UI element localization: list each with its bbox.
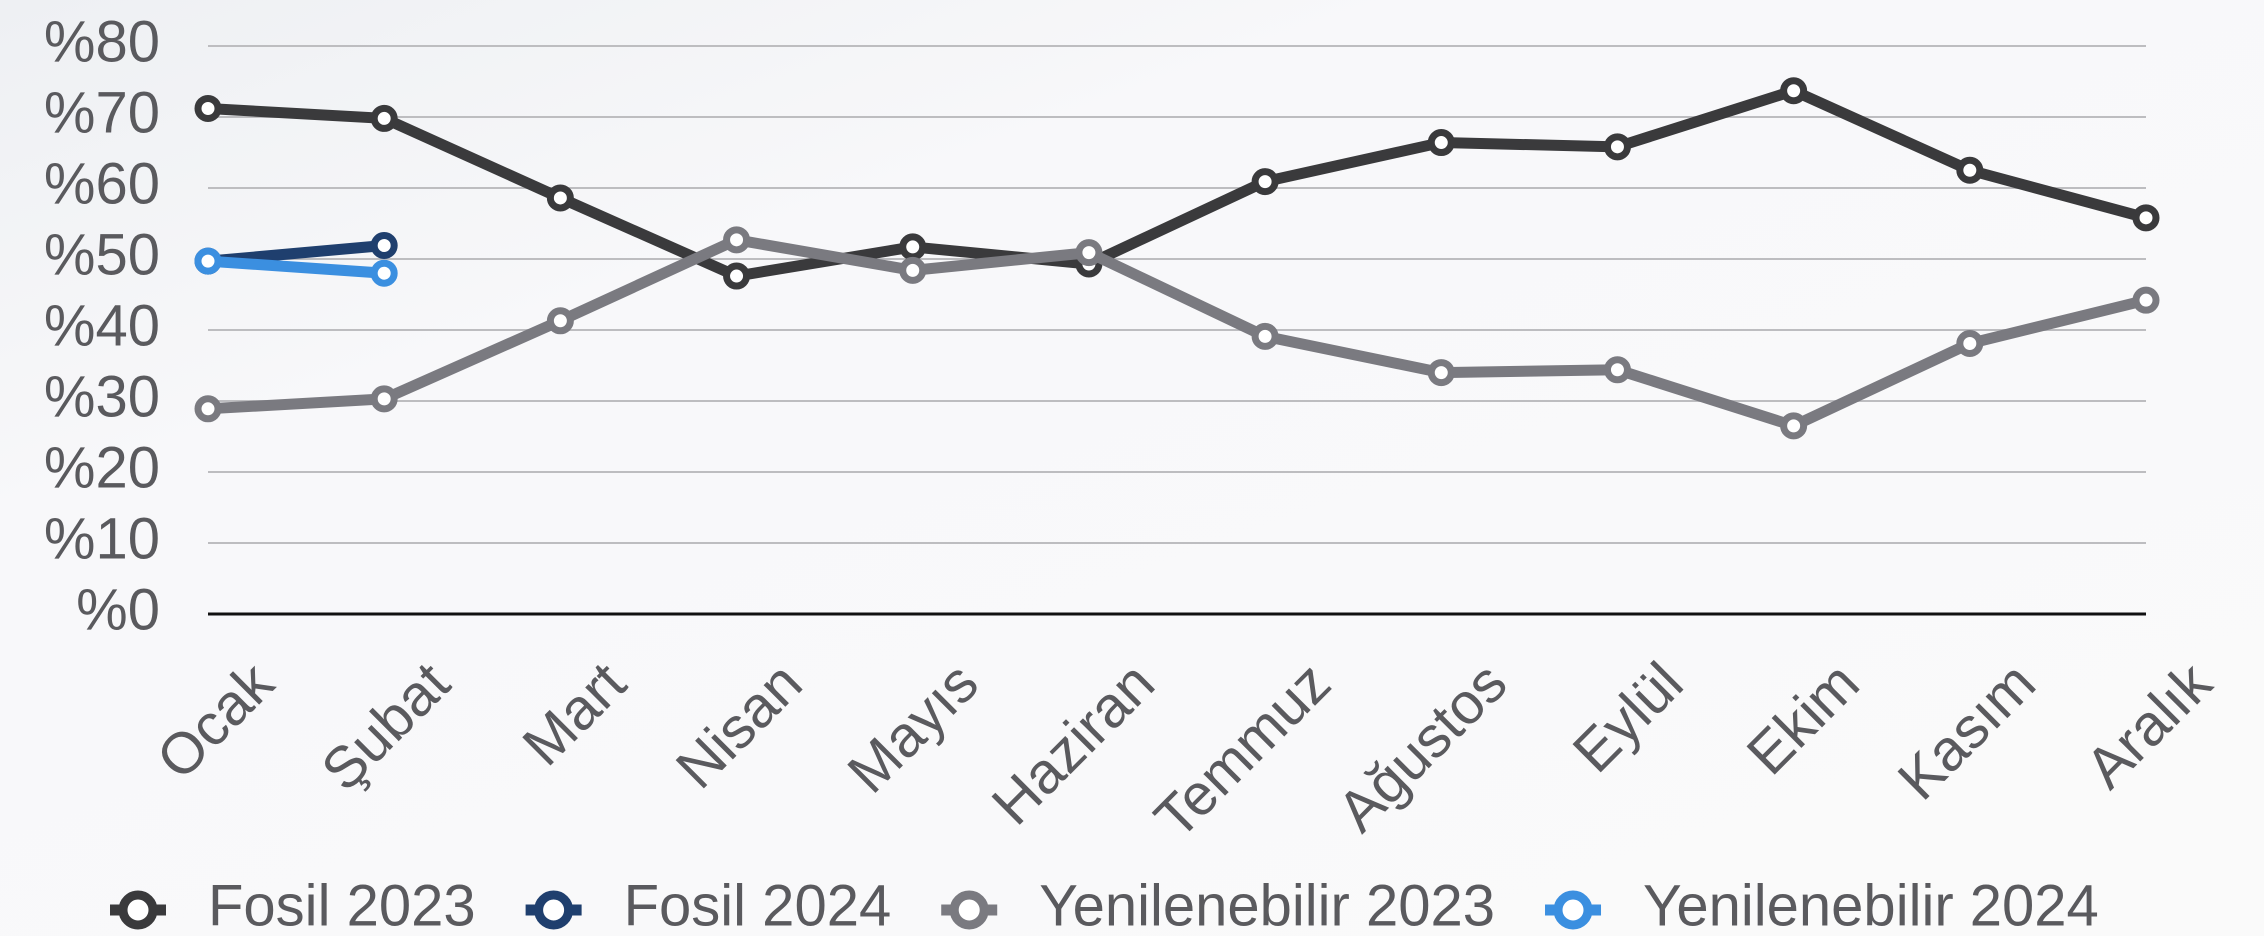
point: [370, 385, 398, 413]
x-tick-label: Kasım: [1886, 650, 2048, 812]
x-tick-label: Ağustos: [1325, 650, 1519, 844]
point: [370, 259, 398, 287]
point: [723, 262, 751, 290]
legend-label: Yenilenebilir 2023: [1039, 873, 1495, 936]
point: [723, 226, 751, 254]
point: [2132, 286, 2160, 314]
point: [194, 94, 222, 122]
legend-label: Fosil 2023: [208, 873, 476, 936]
legend-label: Yenilenebilir 2024: [1643, 873, 2099, 936]
legend-swatch: [949, 890, 989, 930]
y-tick-label: %40: [44, 293, 160, 358]
point: [1603, 133, 1631, 161]
x-tick-label: Eylül: [1561, 650, 1696, 785]
point: [1251, 322, 1279, 350]
point: [899, 256, 927, 284]
point: [899, 233, 927, 261]
point: [370, 104, 398, 132]
point: [1427, 359, 1455, 387]
point: [546, 184, 574, 212]
point: [1956, 156, 1984, 184]
point: [2132, 204, 2160, 232]
y-tick-label: %30: [44, 364, 160, 429]
x-tick-label: Ekim: [1735, 650, 1872, 787]
x-tick-label: Temmuz: [1142, 650, 1343, 851]
point: [194, 247, 222, 275]
x-tick-label: Ocak: [144, 649, 286, 791]
point: [546, 307, 574, 335]
x-tick-label: Şubat: [309, 650, 462, 803]
y-tick-label: %50: [44, 222, 160, 287]
x-tick-label: Mart: [510, 650, 638, 778]
point: [1251, 168, 1279, 196]
y-tick-label: %10: [44, 506, 160, 571]
x-tick-label: Nisan: [664, 650, 815, 801]
point: [1956, 329, 1984, 357]
series-line: [207, 85, 2148, 282]
point: [370, 232, 398, 260]
x-tick-label: Aralık: [2073, 649, 2225, 801]
legend-swatch: [534, 890, 574, 930]
series-line: [207, 255, 385, 279]
point: [1075, 239, 1103, 267]
point: [1780, 77, 1808, 105]
y-tick-label: %20: [44, 435, 160, 500]
point: [1427, 129, 1455, 157]
legend-swatch: [118, 890, 158, 930]
y-tick-label: %80: [44, 9, 160, 74]
point: [194, 395, 222, 423]
legend-swatch: [1553, 890, 1593, 930]
y-tick-label: %60: [44, 151, 160, 216]
point: [1780, 412, 1808, 440]
x-tick-label: Mayıs: [835, 650, 990, 805]
y-tick-label: %0: [76, 577, 160, 642]
legend-label: Fosil 2024: [624, 873, 892, 936]
series-line: [207, 234, 2148, 432]
y-tick-label: %70: [44, 80, 160, 145]
point: [1603, 356, 1631, 384]
x-tick-label: Haziran: [980, 650, 1167, 837]
